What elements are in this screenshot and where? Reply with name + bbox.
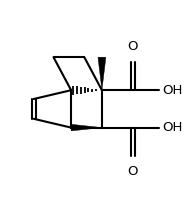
- Polygon shape: [98, 57, 106, 90]
- Text: OH: OH: [162, 84, 183, 97]
- Text: O: O: [128, 165, 138, 178]
- Polygon shape: [71, 124, 102, 131]
- Text: O: O: [128, 40, 138, 53]
- Text: OH: OH: [162, 121, 183, 134]
